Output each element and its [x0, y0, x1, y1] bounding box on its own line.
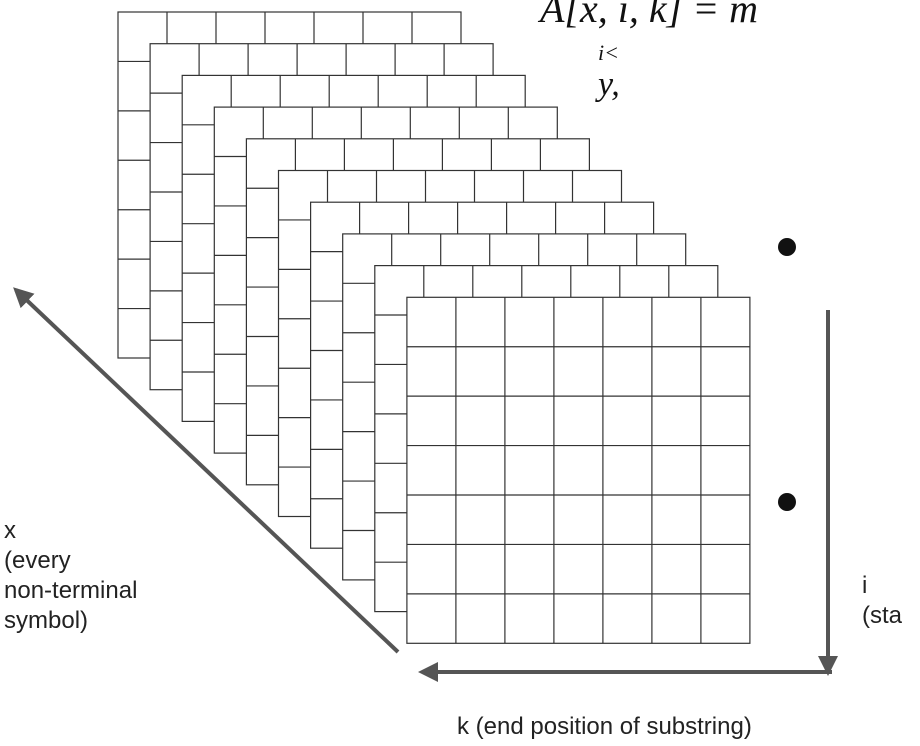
formula: A[x, i, k] = m [537, 0, 758, 31]
bullet [778, 238, 796, 256]
bullet [778, 493, 796, 511]
x-label: symbol) [4, 607, 88, 634]
grid-stack [117, 11, 751, 644]
i-label: i [862, 572, 867, 599]
formula-sub: i< [598, 40, 619, 65]
x-label: non-terminal [4, 577, 137, 604]
i-label: (sta [862, 602, 903, 629]
x-label: x [4, 517, 16, 544]
formula-sub: y, [595, 66, 620, 103]
k-label: k (end position of substring) [457, 713, 752, 740]
x-label: (every [4, 547, 71, 574]
grid-layer [406, 296, 751, 644]
x-arrow [13, 287, 400, 654]
